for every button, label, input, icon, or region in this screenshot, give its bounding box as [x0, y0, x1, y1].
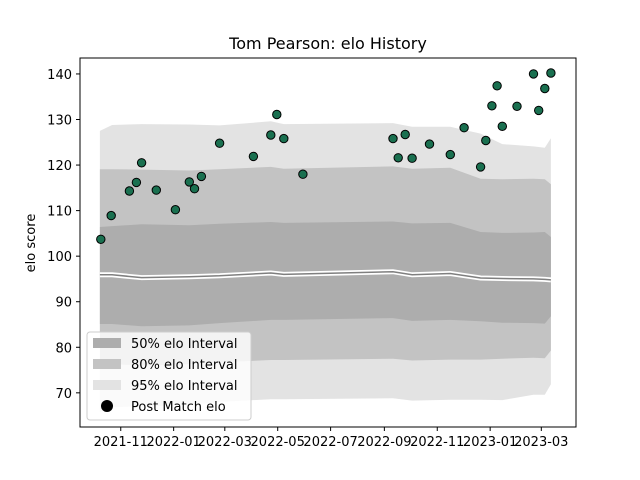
data-point-14 [279, 133, 289, 144]
data-point-29 [528, 69, 539, 79]
chart-title: Tom Pearson: elo History [228, 34, 427, 53]
data-point-4 [136, 158, 147, 168]
data-point-25 [487, 101, 497, 111]
x-tick-label-2022-09: 2022-09 [357, 435, 411, 450]
data-point-10 [214, 138, 225, 148]
median-path [99, 270, 551, 281]
data-point-24 [481, 135, 491, 146]
x-tick-label-2023-01: 2023-01 [463, 435, 517, 450]
data-point-6 [170, 205, 181, 215]
y-tick-label-70: 70 [55, 387, 72, 402]
legend-label-post-match: Post Match elo [131, 400, 226, 415]
data-point-18 [400, 129, 410, 140]
data-point-28 [512, 101, 522, 112]
post-match-points [96, 68, 556, 245]
data-point-11 [248, 151, 259, 162]
legend-label-80: 80% elo Interval [131, 358, 238, 373]
legend-swatch-80 [93, 359, 121, 369]
data-point-32 [546, 68, 556, 78]
y-tick-label-130: 130 [47, 114, 72, 129]
x-tick-label-2022-03: 2022-03 [198, 435, 252, 450]
data-point-0 [96, 234, 106, 245]
data-point-17 [393, 153, 403, 163]
data-point-9 [196, 171, 207, 182]
y-tick-label-120: 120 [47, 159, 72, 174]
data-point-8 [189, 184, 200, 194]
y-tick-label-140: 140 [47, 68, 72, 83]
x-tick-label-2022-01: 2022-01 [146, 435, 200, 450]
plot-frame [79, 57, 577, 428]
data-point-23 [475, 162, 486, 172]
legend-label-95: 95% elo Interval [131, 379, 238, 394]
legend: 50% elo Interval 80% elo Interval 95% el… [86, 331, 252, 421]
data-point-30 [534, 105, 544, 116]
legend-marker-post-match [101, 400, 113, 412]
data-point-22 [459, 123, 469, 133]
data-point-15 [298, 169, 308, 179]
y-tick-label-80: 80 [55, 341, 72, 356]
data-point-27 [497, 121, 507, 132]
y-tick-label-110: 110 [47, 205, 72, 220]
y-axis-ticks: 70 80 90 100 110 120 130 140 [47, 68, 80, 402]
data-point-3 [131, 177, 142, 188]
y-tick-label-90: 90 [55, 296, 72, 311]
x-tick-label-2022-07: 2022-07 [303, 435, 357, 450]
data-point-1 [106, 210, 116, 221]
legend-label-50: 50% elo Interval [131, 337, 238, 352]
legend-swatch-50 [93, 338, 121, 348]
data-point-20 [424, 139, 435, 149]
data-point-7 [184, 177, 195, 187]
y-axis-label: elo score [24, 214, 39, 273]
data-point-12 [266, 130, 276, 140]
legend-swatch-95 [93, 380, 121, 390]
x-tick-label-2021-11: 2021-11 [94, 435, 148, 450]
legend-box [86, 331, 252, 421]
y-tick-label-100: 100 [47, 250, 72, 265]
data-point-5 [151, 185, 162, 195]
data-point-19 [407, 153, 417, 163]
x-tick-label-2023-03: 2023-03 [514, 435, 568, 450]
data-point-21 [445, 149, 455, 160]
data-point-31 [540, 83, 550, 94]
data-point-2 [124, 186, 135, 196]
x-tick-label-2022-11: 2022-11 [410, 435, 464, 450]
data-point-16 [388, 133, 398, 144]
data-point-26 [492, 81, 502, 91]
median-line [99, 269, 552, 283]
data-point-13 [272, 109, 282, 120]
x-tick-label-2022-05: 2022-05 [251, 435, 305, 450]
